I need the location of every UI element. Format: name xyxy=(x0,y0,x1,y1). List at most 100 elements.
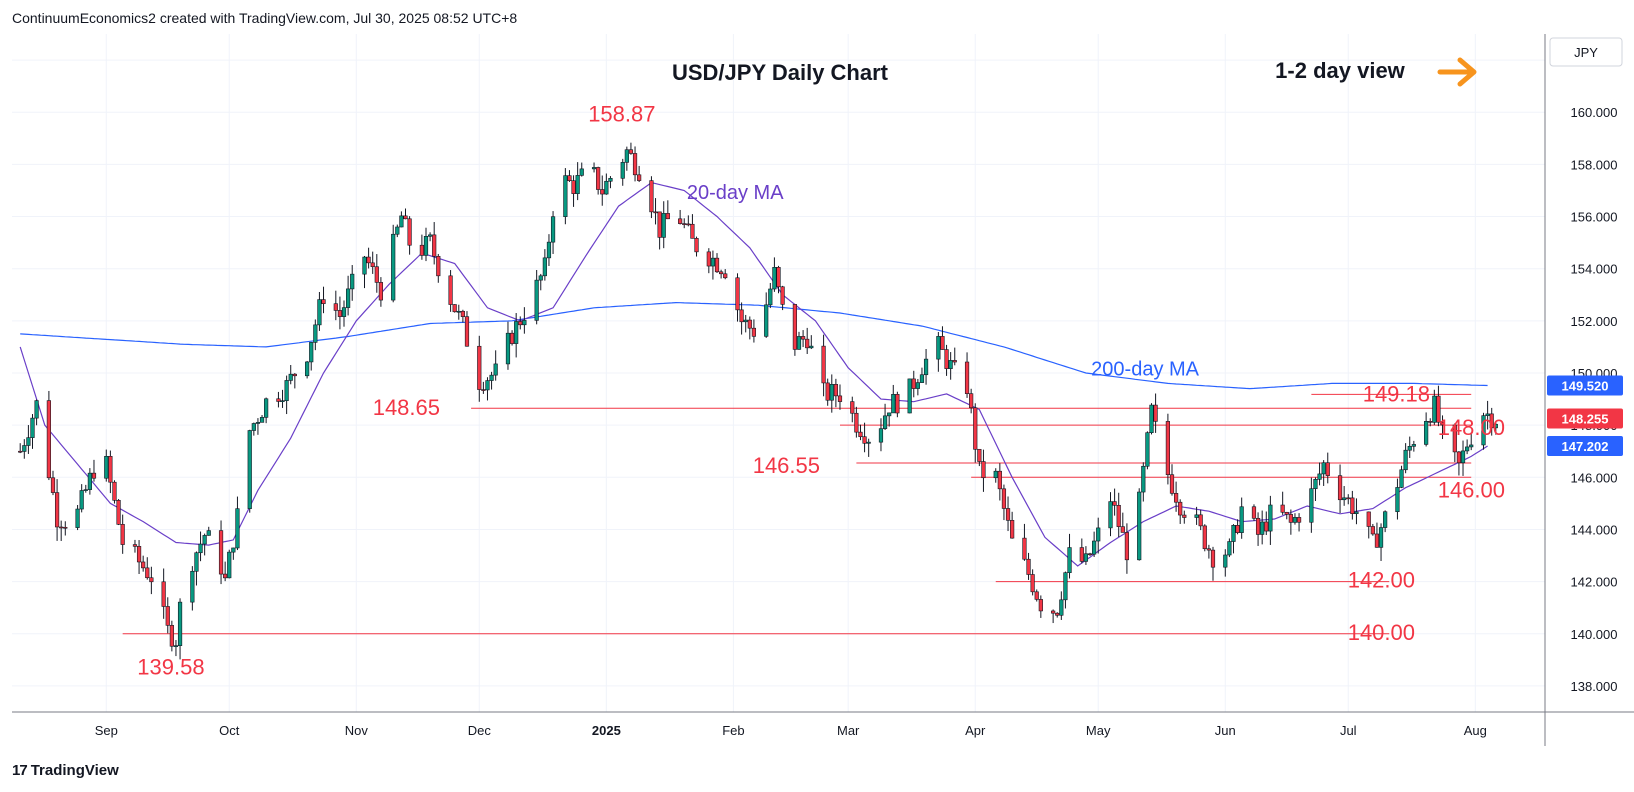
candle-body xyxy=(1141,465,1146,493)
candle-body xyxy=(59,526,64,529)
candle xyxy=(218,520,224,585)
candle xyxy=(686,215,691,227)
candle-body xyxy=(120,524,125,545)
candle-body xyxy=(1264,521,1269,532)
chart-title: USD/JPY Daily Chart xyxy=(672,60,889,85)
candle-body xyxy=(391,233,396,301)
candle xyxy=(571,175,576,207)
candle xyxy=(1370,523,1375,536)
candle-body xyxy=(1116,504,1121,527)
candle xyxy=(1223,549,1228,577)
candle xyxy=(895,391,900,418)
candle-body xyxy=(940,336,945,350)
candle-body xyxy=(280,400,285,403)
candle xyxy=(436,253,441,283)
candle-body xyxy=(83,489,88,491)
candle xyxy=(710,250,716,280)
candle-body xyxy=(1231,525,1236,542)
x-tick-label: Mar xyxy=(837,723,860,738)
candle-body xyxy=(714,257,720,273)
candle-body xyxy=(403,215,408,220)
candle-body xyxy=(264,398,269,418)
candle-body xyxy=(710,257,716,267)
level-label: 149.18 xyxy=(1363,381,1430,406)
candle xyxy=(542,249,547,281)
candle-body xyxy=(1309,488,1314,523)
candle-body xyxy=(407,218,412,246)
candle-body xyxy=(952,360,957,363)
candle xyxy=(821,334,826,397)
candle xyxy=(50,470,56,496)
candle-body xyxy=(91,472,97,479)
candle xyxy=(63,521,68,536)
candle xyxy=(969,388,974,414)
candle-body xyxy=(30,417,35,438)
candle xyxy=(977,448,982,467)
candle-body xyxy=(1251,506,1257,519)
candle-body xyxy=(198,543,203,554)
candle-body xyxy=(825,382,830,401)
candle xyxy=(59,520,64,541)
candle xyxy=(1452,423,1457,463)
candle xyxy=(34,399,39,426)
candle xyxy=(399,211,404,228)
candle xyxy=(1059,591,1064,620)
candle-body xyxy=(1317,473,1322,480)
candle-body xyxy=(776,267,781,288)
candle xyxy=(485,377,490,401)
annotation-label: 20-day MA xyxy=(687,182,784,204)
candle xyxy=(1038,595,1043,618)
price-tag: 147.202 xyxy=(1547,435,1623,456)
candle xyxy=(1149,403,1154,435)
candle xyxy=(538,273,543,291)
candle xyxy=(1010,511,1015,539)
level-label: 142.00 xyxy=(1348,568,1415,593)
candle xyxy=(649,176,654,219)
candle xyxy=(796,331,802,350)
candle-body xyxy=(1424,421,1429,445)
candle xyxy=(317,292,322,331)
candle-body xyxy=(317,299,322,326)
candle-body xyxy=(858,431,863,438)
candle-body xyxy=(821,345,826,384)
candle xyxy=(165,597,170,634)
candle-body xyxy=(54,492,60,528)
candle-body xyxy=(1284,511,1289,515)
candle xyxy=(1268,495,1273,545)
candle xyxy=(145,557,150,580)
candle-body xyxy=(136,546,142,563)
candle xyxy=(579,162,584,177)
candle xyxy=(678,209,683,225)
candle xyxy=(911,370,916,398)
candle-body xyxy=(1153,404,1158,422)
candle-body xyxy=(919,374,925,383)
candle-body xyxy=(891,394,896,414)
candle xyxy=(337,296,343,330)
candle xyxy=(284,375,289,415)
candle-body xyxy=(173,645,179,647)
ma20-line xyxy=(19,181,1488,567)
candle xyxy=(919,367,925,384)
candle-body xyxy=(1436,395,1441,423)
candle-body xyxy=(887,412,892,417)
candle-body xyxy=(1145,432,1150,467)
candle xyxy=(1096,517,1101,554)
candle-body xyxy=(206,530,211,536)
candle xyxy=(973,403,978,463)
candle xyxy=(341,300,347,327)
candle xyxy=(313,319,318,351)
currency-label: JPY xyxy=(1574,45,1598,60)
candle-body xyxy=(436,255,441,277)
candle xyxy=(350,265,355,301)
candle-body xyxy=(1149,404,1154,434)
candle-body xyxy=(460,310,465,317)
candle-body xyxy=(538,275,543,281)
x-tick-label: Jul xyxy=(1340,723,1357,738)
candle xyxy=(780,285,785,311)
candle-body xyxy=(1407,445,1412,451)
candle-body xyxy=(309,342,314,363)
candle-body xyxy=(1165,421,1170,476)
candle xyxy=(116,499,121,526)
candle xyxy=(1432,389,1437,425)
